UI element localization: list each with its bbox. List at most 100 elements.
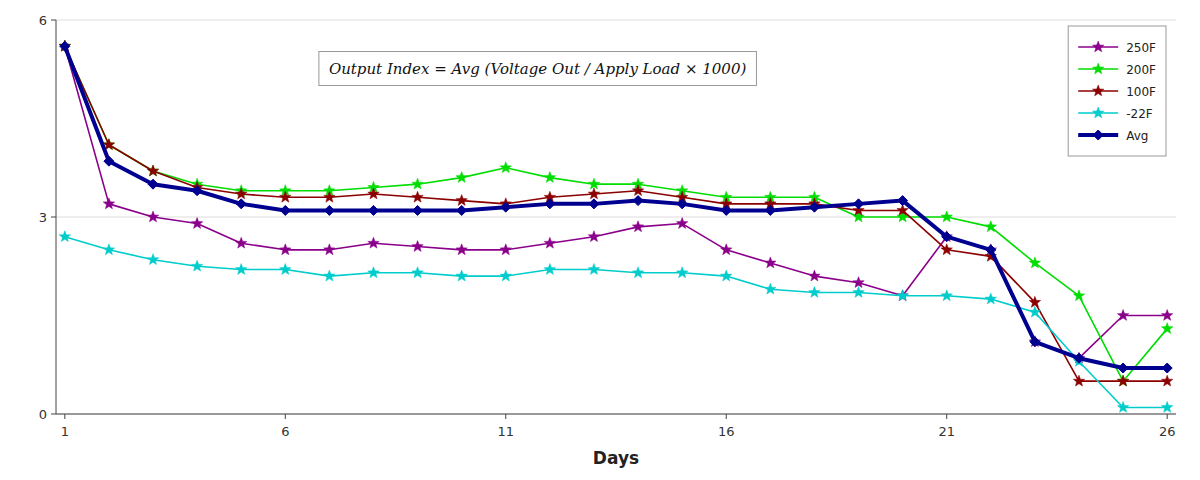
point — [191, 260, 202, 271]
point — [280, 191, 291, 202]
point — [633, 196, 643, 206]
legend-label: 250F — [1126, 41, 1156, 55]
point — [809, 202, 819, 212]
point — [412, 267, 423, 278]
point — [235, 264, 246, 275]
legend-label: Avg — [1126, 129, 1148, 143]
point — [898, 196, 908, 206]
x-tick — [505, 414, 506, 419]
point — [413, 205, 423, 215]
x-tick-label: 26 — [1159, 424, 1176, 439]
point — [809, 270, 820, 281]
series-line — [65, 237, 1167, 408]
chart: 1611162126036DaysOutput Index = Avg (Vol… — [0, 0, 1200, 480]
point — [721, 244, 732, 255]
annotation-box — [319, 52, 757, 86]
point — [59, 40, 70, 51]
point — [280, 244, 291, 255]
point — [1161, 310, 1172, 321]
point — [324, 191, 335, 202]
series — [59, 40, 1173, 386]
point — [1073, 375, 1084, 386]
grid-line — [56, 217, 1176, 218]
grid — [56, 20, 1176, 414]
point — [500, 270, 511, 281]
legend-marker — [1093, 130, 1103, 140]
point — [1073, 290, 1084, 301]
point — [721, 205, 731, 215]
point — [986, 245, 996, 255]
point — [59, 231, 70, 242]
point — [721, 270, 732, 281]
point — [588, 264, 599, 275]
point — [456, 195, 467, 206]
point — [985, 293, 996, 304]
point — [1161, 375, 1172, 386]
point — [589, 199, 599, 209]
point — [191, 218, 202, 229]
point — [765, 283, 776, 294]
point — [147, 165, 158, 176]
point — [280, 205, 290, 215]
point — [1118, 363, 1128, 373]
point — [147, 165, 158, 176]
legend-label: -22F — [1126, 107, 1153, 121]
x-tick — [285, 414, 286, 419]
point — [368, 267, 379, 278]
x-axis-line — [56, 414, 1176, 415]
point — [1029, 306, 1040, 317]
point — [324, 205, 334, 215]
point — [412, 241, 423, 252]
point — [368, 188, 379, 199]
point — [632, 185, 643, 196]
point — [765, 257, 776, 268]
point — [235, 188, 246, 199]
point — [235, 237, 246, 248]
point — [941, 211, 952, 222]
point — [147, 211, 158, 222]
series — [60, 41, 1172, 373]
point — [676, 267, 687, 278]
axes: 1611162126036 — [39, 13, 1176, 440]
point — [103, 244, 114, 255]
point — [456, 244, 467, 255]
legend-marker — [1092, 107, 1103, 118]
point — [1074, 353, 1084, 363]
series — [59, 40, 1173, 386]
y-tick-label: 6 — [39, 13, 47, 28]
legend-label: 200F — [1126, 63, 1156, 77]
x-tick — [64, 414, 65, 419]
x-tick — [726, 414, 727, 419]
point — [942, 232, 952, 242]
point — [368, 237, 379, 248]
point — [632, 221, 643, 232]
point — [853, 287, 864, 298]
point — [148, 179, 158, 189]
series — [59, 231, 1173, 413]
point — [412, 191, 423, 202]
point — [941, 244, 952, 255]
point — [192, 186, 202, 196]
plot-data — [59, 40, 1173, 412]
point — [103, 198, 114, 209]
legend-box — [1068, 26, 1166, 156]
point — [500, 244, 511, 255]
point — [1117, 401, 1128, 412]
series-line — [65, 46, 1167, 368]
point — [545, 199, 555, 209]
point — [456, 270, 467, 281]
x-tick-label: 16 — [718, 424, 735, 439]
point — [897, 290, 908, 301]
x-axis-label: Days — [593, 448, 639, 468]
point — [985, 244, 996, 255]
point — [147, 254, 158, 265]
point — [632, 267, 643, 278]
point — [236, 199, 246, 209]
point — [588, 231, 599, 242]
legend-marker — [1092, 63, 1103, 74]
x-tick-label: 11 — [497, 424, 514, 439]
point — [677, 199, 687, 209]
point — [368, 205, 378, 215]
point — [280, 264, 291, 275]
point — [1117, 310, 1128, 321]
